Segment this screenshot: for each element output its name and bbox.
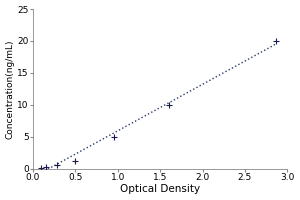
Point (274, 39, 279, 43)
Point (43, 165, 48, 168)
Point (54, 163, 59, 166)
X-axis label: Optical Density: Optical Density (120, 184, 200, 194)
Point (111, 135, 116, 138)
Point (73, 159, 78, 162)
Point (166, 103, 171, 106)
Y-axis label: Concentration(ng/mL): Concentration(ng/mL) (6, 39, 15, 139)
Point (39, 166, 44, 169)
